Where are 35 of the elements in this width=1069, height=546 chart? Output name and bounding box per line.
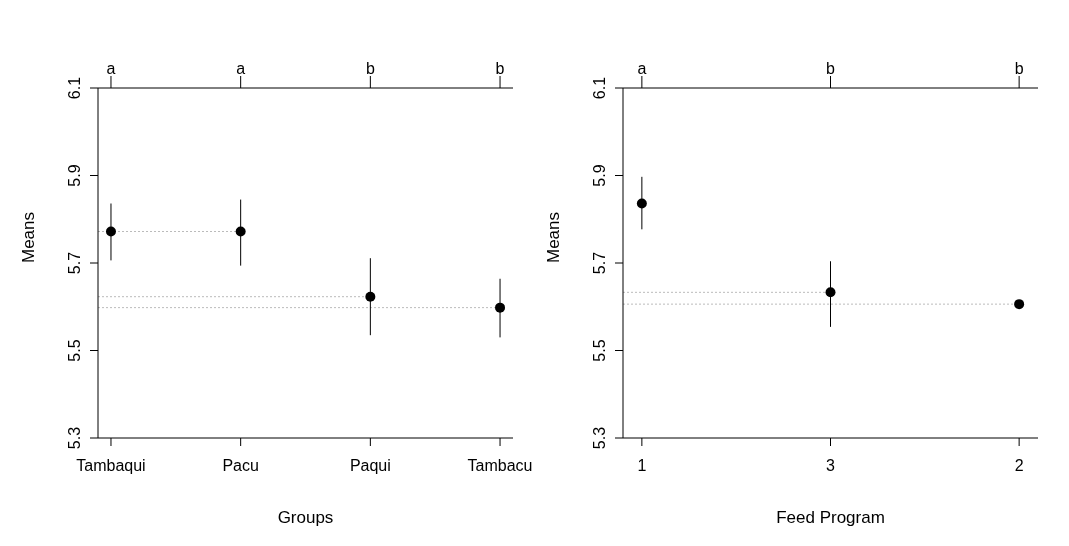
y-tick-label: 5.5 <box>591 339 608 362</box>
x-tick-label: 1 <box>637 457 647 475</box>
y-tick-label: 5.9 <box>66 164 83 187</box>
y-tick-label: 5.3 <box>66 426 83 450</box>
y-axis-title: Means <box>19 211 39 263</box>
text: b <box>1014 60 1024 77</box>
y-tick-label: 5.9 <box>591 164 608 187</box>
x-tick-label: Tambacu <box>467 457 533 475</box>
x-tick-label: Pacu <box>222 457 259 475</box>
x-tick-label: 3 <box>826 457 836 475</box>
y-axis-title: Means <box>544 211 564 263</box>
x-tick-label: Paqui <box>349 457 391 475</box>
y-tick-label: 5.7 <box>591 251 608 275</box>
point <box>365 291 376 302</box>
point <box>636 198 647 209</box>
point <box>105 226 116 237</box>
y-tick-label: 5.3 <box>591 426 608 450</box>
y-tick-label: 5.5 <box>66 339 83 362</box>
point <box>825 287 836 298</box>
text: a <box>637 60 647 77</box>
text: b <box>495 60 505 77</box>
point <box>235 226 246 237</box>
y-tick-label: 6.1 <box>66 76 83 100</box>
point <box>1014 299 1025 310</box>
text: a <box>106 60 116 77</box>
y-tick-label: 5.7 <box>66 251 83 275</box>
text: b <box>365 60 375 77</box>
x-tick-label: 2 <box>1014 457 1024 475</box>
text: a <box>236 60 246 77</box>
point <box>495 302 506 313</box>
text: b <box>826 60 836 77</box>
y-tick-label: 6.1 <box>591 76 608 100</box>
x-axis-title: Groups <box>277 508 334 527</box>
x-axis-title: Feed Program <box>776 508 885 527</box>
x-tick-label: Tambaqui <box>76 457 146 475</box>
